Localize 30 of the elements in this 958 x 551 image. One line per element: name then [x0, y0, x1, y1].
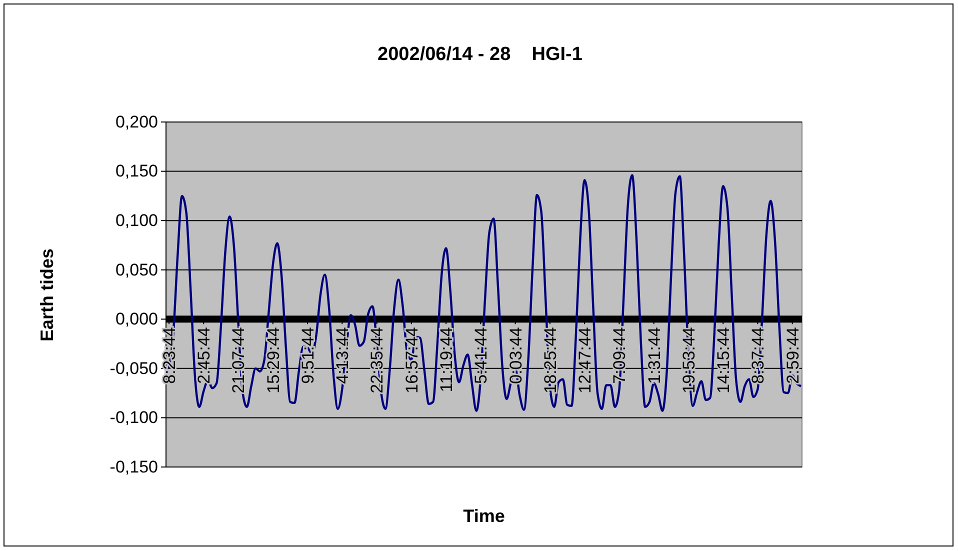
- y-tick-label: -0,050: [110, 358, 158, 378]
- x-tick-label: 8:23:44: [160, 327, 179, 384]
- y-tick-label: 0,100: [115, 211, 158, 230]
- x-tick-label: 15:29:44: [264, 327, 283, 394]
- y-tick-label: 0,000: [115, 310, 158, 329]
- y-tick-label: 0,050: [115, 260, 158, 280]
- x-tick-label: 5:41:44: [472, 327, 491, 384]
- y-axis-title: Earth tides: [37, 248, 57, 342]
- x-tick-label: 12:47:44: [576, 327, 595, 394]
- x-tick-label: 9:51:44: [298, 327, 318, 384]
- x-tick-label: 2:59:44: [783, 327, 802, 384]
- chart-title: 2002/06/14 - 28 HGI-1: [378, 44, 583, 65]
- y-tick-label: 0,200: [115, 112, 158, 132]
- x-tick-label: 19:53:44: [679, 327, 698, 394]
- x-tick-label: 7:09:44: [610, 327, 630, 384]
- x-tick-label: 8:37:44: [748, 327, 768, 384]
- y-tick-label: -0,100: [110, 408, 158, 428]
- x-tick-label: 0:03:44: [506, 327, 526, 384]
- x-tick-label: 16:57:44: [402, 327, 422, 394]
- x-tick-label: 21:07:44: [229, 327, 248, 394]
- x-tick-label: 2:45:44: [194, 327, 214, 384]
- x-tick-label: 11:19:44: [436, 327, 456, 392]
- x-axis-title: Time: [463, 506, 505, 526]
- y-tick-label: -0,150: [110, 457, 158, 476]
- x-tick-label: 14:15:44: [714, 327, 734, 394]
- x-tick-label: 18:25:44: [540, 327, 560, 394]
- x-tick-label: 1:31:44: [644, 327, 664, 384]
- x-tick-label: 4:13:44: [333, 327, 352, 384]
- y-tick-label: 0,150: [115, 162, 158, 181]
- x-tick-label: 22:35:44: [368, 327, 387, 394]
